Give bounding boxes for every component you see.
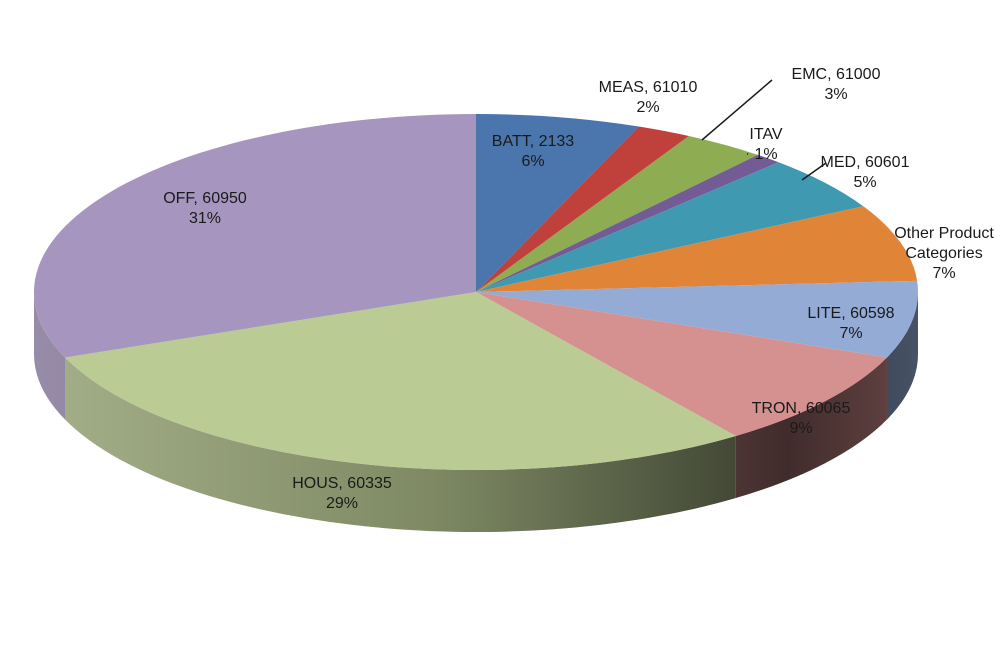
slice-percent-2: 3%: [824, 86, 847, 103]
slice-name-3: ITAV: [749, 126, 783, 143]
slice-name-9: OFF, 60950: [163, 190, 247, 207]
slice-top-2: [476, 136, 758, 292]
slice-label-2: EMC, 61000 3%: [792, 66, 881, 103]
leader-lines: [701, 79, 827, 181]
slice-label-3: ITAV 1%: [749, 126, 783, 163]
slice-label-5: Other Product Categories 7%: [894, 225, 994, 282]
slice-percent-7: 9%: [789, 420, 812, 437]
slice-side-shade-8: [65, 357, 736, 533]
slice-top-9: [33, 114, 477, 358]
slice-percent-8: 29%: [326, 495, 358, 512]
slice-side-shade-6: [886, 292, 918, 420]
slice-top-0: [476, 114, 639, 292]
slice-label-7: TRON, 60065 9%: [752, 400, 851, 437]
slice-label-4: MED, 60601 5%: [821, 154, 910, 191]
slice-label-1: MEAS, 61010 2%: [599, 79, 698, 116]
slice-name-6: LITE, 60598: [807, 305, 894, 322]
slice-top-8: [65, 292, 736, 471]
slice-label-0: BATT, 2133 6%: [492, 133, 575, 170]
slice-label-9: OFF, 60950 31%: [163, 190, 247, 227]
slice-top-5: [476, 206, 918, 292]
pie-side-walls: [34, 292, 918, 533]
slice-top-4: [476, 162, 864, 292]
slice-label-6: LITE, 60598 7%: [807, 305, 894, 342]
slice-percent-9: 31%: [189, 210, 221, 227]
slice-percent-5: 7%: [932, 265, 955, 282]
slice-top-3: [476, 154, 779, 292]
slice-name-4: MED, 60601: [821, 154, 910, 171]
slice-percent-3: 1%: [754, 146, 777, 163]
leader-line-2: [701, 79, 773, 141]
pie-top-faces: [33, 114, 919, 471]
leader-line-4: [801, 162, 827, 181]
slice-name-7: TRON, 60065: [752, 400, 851, 417]
slice-name-2: EMC, 61000: [792, 66, 881, 83]
slice-percent-6: 7%: [839, 325, 862, 342]
slice-name-8: HOUS, 60335: [292, 475, 392, 492]
slice-name-1: MEAS, 61010: [599, 79, 698, 96]
slice-top-6: [476, 280, 919, 358]
slice-percent-0: 6%: [521, 153, 544, 170]
slice-name-0: BATT, 2133: [492, 133, 575, 150]
slice-top-7: [476, 292, 887, 437]
slice-percent-1: 2%: [636, 99, 659, 116]
slice-name-5: Categories: [905, 245, 982, 262]
slice-percent-4: 5%: [853, 174, 876, 191]
slice-side-shade-9: [34, 292, 66, 420]
slice-label-8: HOUS, 60335 29%: [292, 475, 392, 512]
slice-labels: BATT, 2133 6% MEAS, 61010 2% EMC, 61000 3% ITA…: [163, 66, 994, 512]
slice-name-5: Other Product: [894, 225, 994, 242]
slice-top-1: [476, 126, 689, 292]
slice-side-shade-7: [735, 357, 887, 499]
